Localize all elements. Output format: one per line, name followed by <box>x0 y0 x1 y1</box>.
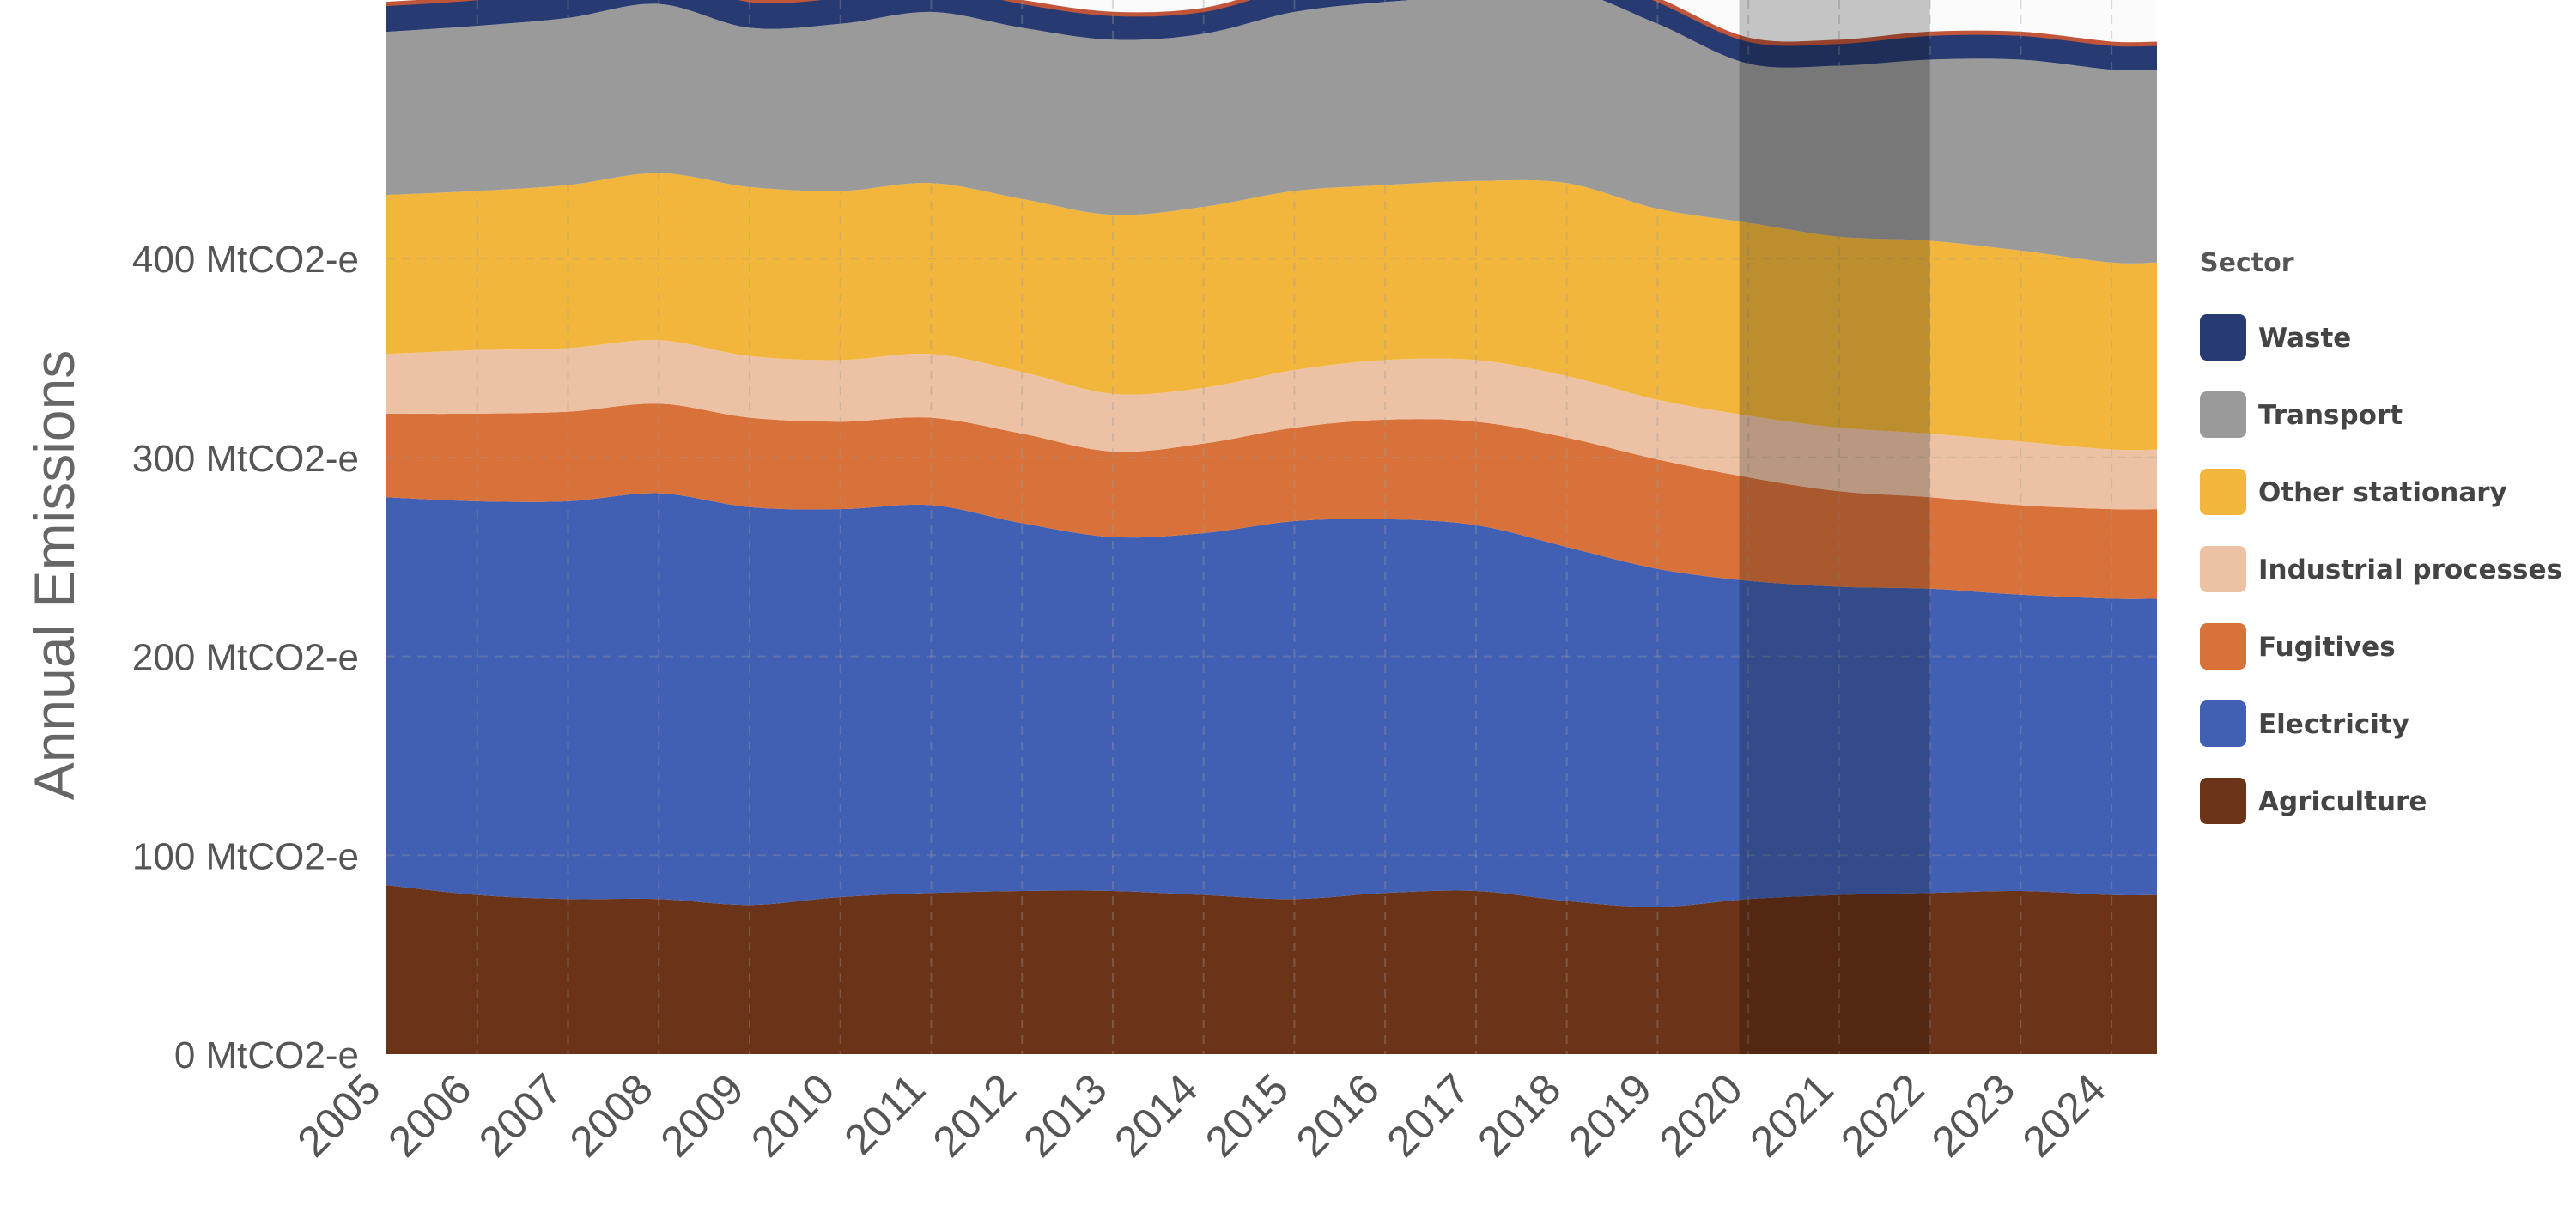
x-tick-label: 2009 <box>652 1064 753 1166</box>
x-tick-label: 2006 <box>379 1064 480 1166</box>
x-tick-label: 2013 <box>1014 1064 1115 1166</box>
x-tick-label: 2021 <box>1741 1064 1842 1166</box>
legend-item: Transport <box>2200 391 2403 438</box>
x-tick-label: 2010 <box>742 1064 843 1166</box>
legend-swatch <box>2200 778 2246 824</box>
legend-item: Electricity <box>2200 700 2409 747</box>
y-tick-label: 300 MtCO2-e <box>132 438 359 480</box>
area-fugitives <box>386 403 2157 599</box>
legend-swatch <box>2200 314 2246 361</box>
x-tick-label: 2024 <box>2014 1064 2115 1166</box>
x-tick-label: 2022 <box>1832 1064 1933 1166</box>
legend-swatch <box>2200 546 2246 592</box>
x-tick-label: 2023 <box>1923 1064 2024 1166</box>
legend-item: Industrial processes <box>2200 546 2562 592</box>
x-tick-label: 2016 <box>1287 1064 1388 1166</box>
area-other-stationary <box>386 173 2157 451</box>
legend-title: Sector <box>2200 248 2294 278</box>
x-axis-ticks: 2005200620072008200920102011201220132014… <box>289 1064 2115 1166</box>
legend-label: Transport <box>2258 400 2403 431</box>
legend: Sector Waste Transport Other stationary Ind… <box>2200 248 2562 824</box>
x-tick-label: 2007 <box>470 1064 571 1166</box>
x-tick-label: 2019 <box>1559 1064 1661 1166</box>
x-tick-label: 2014 <box>1105 1064 1206 1166</box>
area-transport <box>386 0 2157 264</box>
area-electricity <box>386 493 2157 907</box>
legend-swatch <box>2200 391 2246 438</box>
legend-swatch <box>2200 469 2246 515</box>
area-waste <box>386 0 2157 70</box>
area-industrial-processes <box>386 340 2157 510</box>
legend-label: Waste <box>2258 323 2351 354</box>
legend-item: Agriculture <box>2200 778 2427 824</box>
legend-item: Other stationary <box>2200 469 2507 515</box>
x-tick-label: 2015 <box>1196 1064 1297 1166</box>
legend-label: Other stationary <box>2258 477 2507 508</box>
y-tick-label: 200 MtCO2-e <box>132 637 359 679</box>
x-tick-label: 2008 <box>561 1064 662 1166</box>
highlight-rect <box>1739 0 1930 1054</box>
x-tick-label: 2017 <box>1377 1064 1479 1166</box>
legend-item: Fugitives <box>2200 623 2396 670</box>
y-tick-label: 0 MtCO2-e <box>174 1034 359 1076</box>
highlight-band <box>1739 0 1930 1054</box>
y-tick-label: 400 MtCO2-e <box>132 239 359 281</box>
legend-swatch <box>2200 623 2246 670</box>
legend-label: Industrial processes <box>2258 555 2562 585</box>
area-agriculture <box>386 885 2157 1054</box>
x-tick-label: 2005 <box>289 1064 390 1166</box>
legend-label: Electricity <box>2258 709 2409 740</box>
x-tick-label: 2020 <box>1650 1064 1752 1166</box>
stack-top-line <box>386 0 2158 47</box>
x-tick-label: 2011 <box>835 1064 935 1164</box>
x-tick-label: 2012 <box>924 1064 1025 1166</box>
grid-lines <box>386 0 2157 1054</box>
y-axis-ticks: 0 MtCO2-e 100 MtCO2-e 200 MtCO2-e 300 MtCO2… <box>132 239 359 1076</box>
legend-label: Agriculture <box>2258 786 2427 817</box>
series-areas <box>386 0 2158 1054</box>
legend-swatch <box>2200 700 2246 747</box>
legend-item: Waste <box>2200 314 2351 361</box>
y-axis-label: Annual Emissions <box>22 350 86 801</box>
y-tick-label: 100 MtCO2-e <box>132 835 359 877</box>
legend-label: Fugitives <box>2258 632 2396 663</box>
x-tick-label: 2018 <box>1468 1064 1570 1166</box>
